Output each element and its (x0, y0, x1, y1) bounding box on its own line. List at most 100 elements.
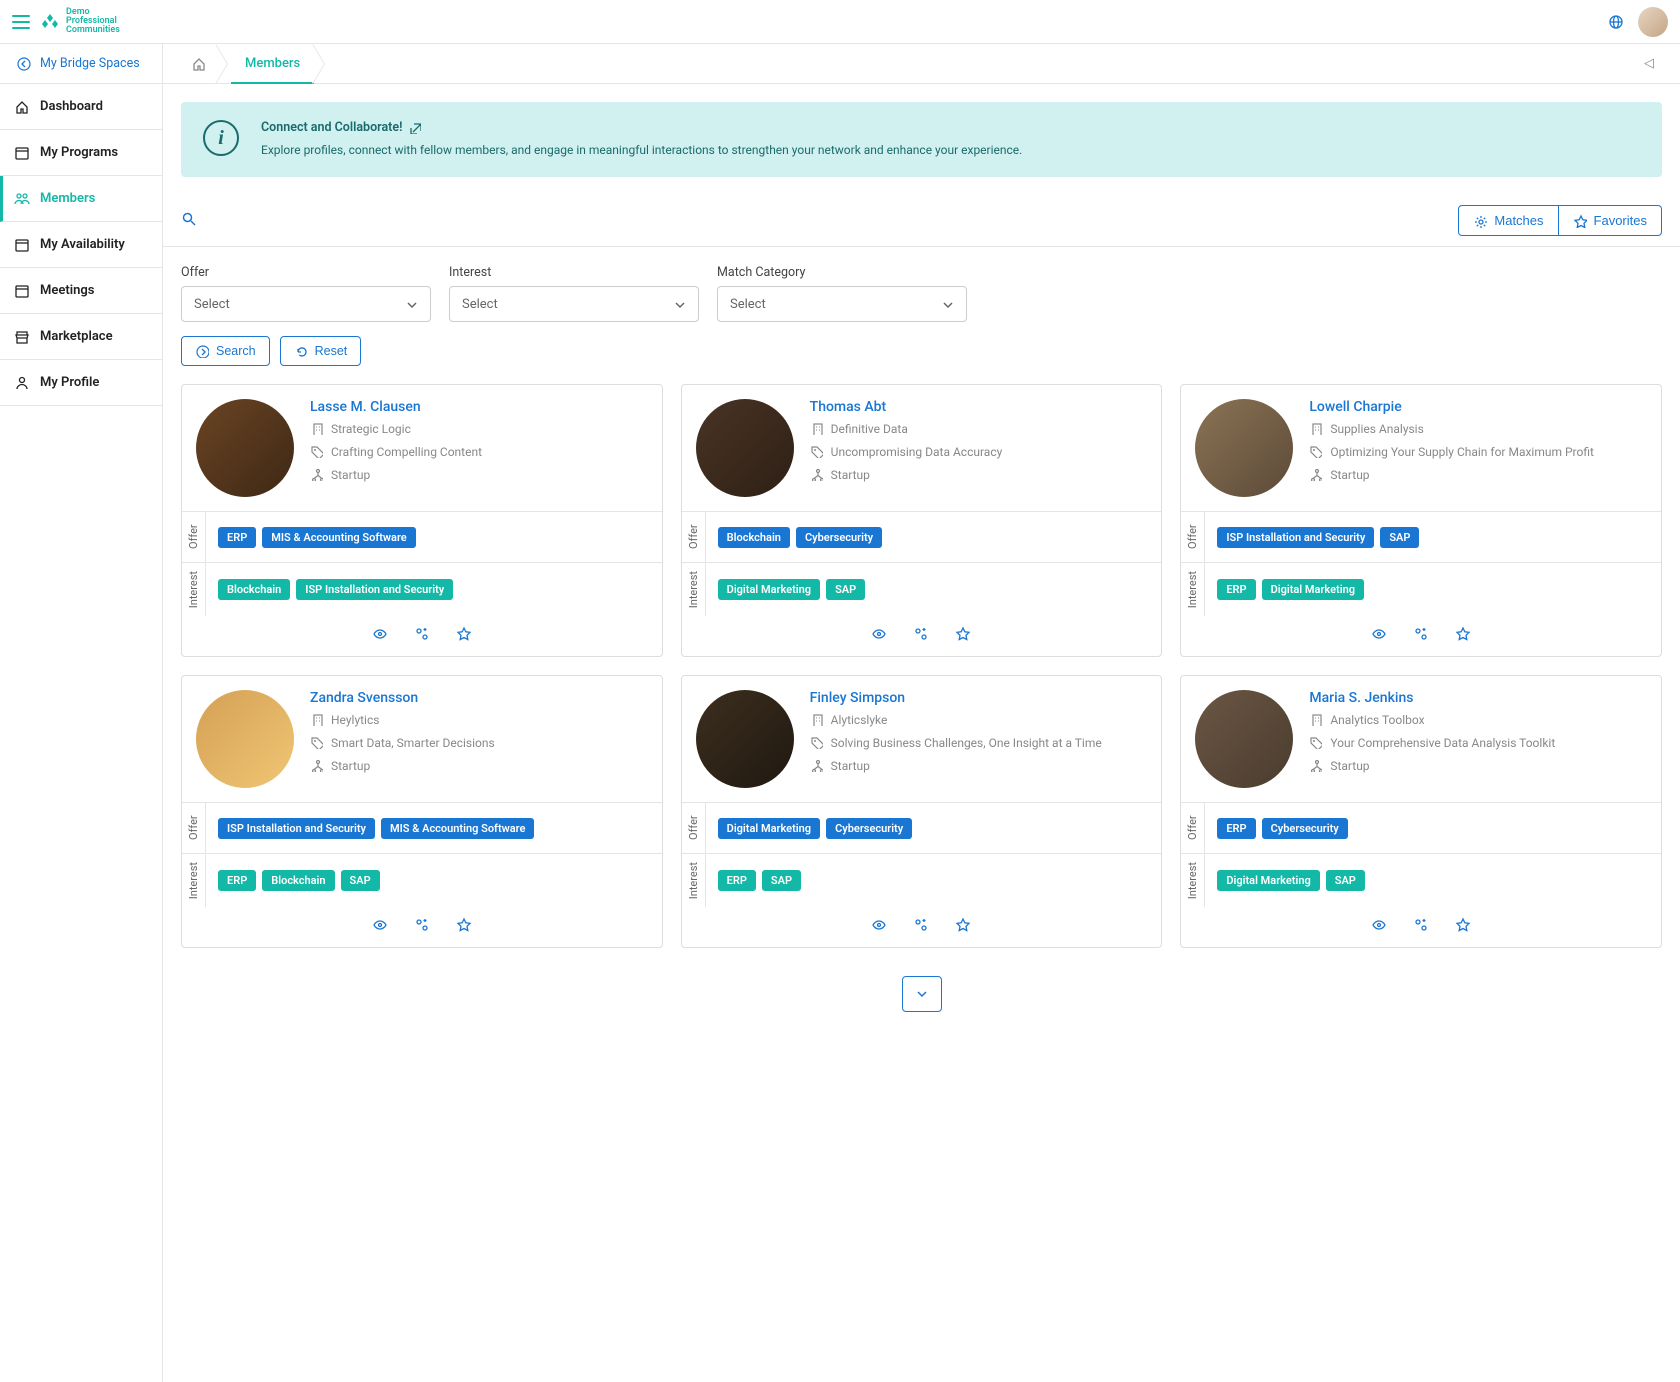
offer-tag[interactable]: Cybersecurity (826, 818, 912, 839)
matches-button[interactable]: Matches (1458, 205, 1558, 236)
sidebar-item-marketplace[interactable]: Marketplace (0, 314, 162, 360)
member-name[interactable]: Maria S. Jenkins (1309, 690, 1647, 706)
category-filter-select[interactable]: Select (717, 286, 967, 322)
connect-member-button[interactable] (913, 917, 929, 937)
view-member-button[interactable] (871, 917, 887, 937)
person-icon (14, 375, 30, 391)
interest-tag[interactable]: SAP (341, 870, 380, 891)
calendar-icon (14, 145, 30, 161)
member-avatar[interactable] (696, 399, 794, 497)
interest-tag[interactable]: Digital Marketing (718, 579, 820, 600)
interest-tag[interactable]: Blockchain (218, 579, 290, 600)
member-name[interactable]: Finley Simpson (810, 690, 1148, 706)
interest-filter-select[interactable]: Select (449, 286, 699, 322)
offer-tag[interactable]: Blockchain (718, 527, 790, 548)
sidebar-item-members[interactable]: Members (0, 176, 162, 222)
interest-tag[interactable]: Digital Marketing (1262, 579, 1364, 600)
offer-tag[interactable]: Digital Marketing (718, 818, 820, 839)
interest-tag[interactable]: SAP (1326, 870, 1365, 891)
member-name[interactable]: Thomas Abt (810, 399, 1148, 415)
offer-tag[interactable]: ERP (1217, 818, 1255, 839)
sidebar-item-meetings[interactable]: Meetings (0, 268, 162, 314)
hamburger-menu[interactable] (12, 15, 30, 29)
member-avatar[interactable] (196, 399, 294, 497)
member-avatar[interactable] (196, 690, 294, 788)
brand-logo[interactable]: Demo Professional Communities (40, 8, 120, 35)
view-member-button[interactable] (1371, 917, 1387, 937)
chevron-down-icon (940, 297, 954, 311)
connect-icon (414, 917, 430, 933)
offer-section-label: Offer (182, 803, 206, 853)
offer-filter-label: Offer (181, 265, 431, 280)
interest-section-label: Interest (1181, 854, 1205, 907)
sidebar-item-my-availability[interactable]: My Availability (0, 222, 162, 268)
offer-filter-select[interactable]: Select (181, 286, 431, 322)
interest-tag[interactable]: Digital Marketing (1217, 870, 1319, 891)
language-icon[interactable] (1608, 14, 1624, 30)
member-avatar[interactable] (696, 690, 794, 788)
member-tagline: Uncompromising Data Accuracy (831, 444, 1003, 461)
reset-filter-button[interactable]: Reset (280, 336, 362, 366)
interest-tag[interactable]: ERP (718, 870, 756, 891)
connect-member-button[interactable] (1413, 917, 1429, 937)
connect-member-button[interactable] (1413, 626, 1429, 646)
view-member-button[interactable] (372, 626, 388, 646)
interest-tag[interactable]: SAP (826, 579, 865, 600)
connect-icon (1413, 917, 1429, 933)
breadcrumb-home[interactable] (181, 44, 217, 84)
member-avatar[interactable] (1195, 399, 1293, 497)
favorite-member-button[interactable] (955, 626, 971, 646)
interest-tag[interactable]: SAP (762, 870, 801, 891)
interest-tag[interactable]: ISP Installation and Security (296, 579, 453, 600)
user-avatar[interactable] (1638, 7, 1668, 37)
interest-tag[interactable]: ERP (1217, 579, 1255, 600)
favorite-member-button[interactable] (1455, 917, 1471, 937)
offer-tag[interactable]: MIS & Accounting Software (381, 818, 534, 839)
view-member-button[interactable] (372, 917, 388, 937)
connect-member-button[interactable] (414, 917, 430, 937)
sidebar-item-my-profile[interactable]: My Profile (0, 360, 162, 406)
offer-tag[interactable]: ISP Installation and Security (218, 818, 375, 839)
interest-tag[interactable]: ERP (218, 870, 256, 891)
favorite-member-button[interactable] (1455, 626, 1471, 646)
member-name[interactable]: Lowell Charpie (1309, 399, 1647, 415)
offer-tag[interactable]: SAP (1380, 527, 1419, 548)
favorites-button[interactable]: Favorites (1559, 205, 1662, 236)
sidebar-item-my-programs[interactable]: My Programs (0, 130, 162, 176)
member-stage: Startup (1330, 758, 1369, 775)
sidebar-item-dashboard[interactable]: Dashboard (0, 84, 162, 130)
breadcrumb-tab-members[interactable]: Members (231, 44, 314, 84)
offer-tag[interactable]: MIS & Accounting Software (262, 527, 415, 548)
offer-section-label: Offer (682, 803, 706, 853)
search-filter-button[interactable]: Search (181, 336, 270, 366)
sidebar-back[interactable]: My Bridge Spaces (0, 44, 162, 84)
favorite-member-button[interactable] (456, 917, 472, 937)
breadcrumb-collapse[interactable]: ◁ (1636, 52, 1662, 75)
interest-tag[interactable]: Blockchain (262, 870, 334, 891)
tag-icon (310, 736, 323, 749)
tag-icon (1309, 736, 1322, 749)
tag-icon (810, 445, 823, 458)
view-member-button[interactable] (1371, 626, 1387, 646)
offer-tag[interactable]: ISP Installation and Security (1217, 527, 1374, 548)
member-name[interactable]: Zandra Svensson (310, 690, 648, 706)
offer-tag[interactable]: ERP (218, 527, 256, 548)
favorite-member-button[interactable] (955, 917, 971, 937)
load-more-button[interactable] (902, 976, 942, 1012)
member-card: Zandra Svensson Heylytics Smart Data, Sm… (181, 675, 663, 948)
offer-section-label: Offer (682, 512, 706, 562)
connect-icon (913, 917, 929, 933)
search-button[interactable] (181, 211, 197, 231)
search-icon (181, 211, 197, 227)
connect-member-button[interactable] (913, 626, 929, 646)
member-company: Analytics Toolbox (1330, 712, 1424, 729)
offer-tag[interactable]: Cybersecurity (796, 527, 882, 548)
connect-member-button[interactable] (414, 626, 430, 646)
member-avatar[interactable] (1195, 690, 1293, 788)
view-member-button[interactable] (871, 626, 887, 646)
member-name[interactable]: Lasse M. Clausen (310, 399, 648, 415)
favorite-member-button[interactable] (456, 626, 472, 646)
offer-tag[interactable]: Cybersecurity (1262, 818, 1348, 839)
tag-icon (1309, 445, 1322, 458)
external-link-icon[interactable] (408, 121, 421, 134)
